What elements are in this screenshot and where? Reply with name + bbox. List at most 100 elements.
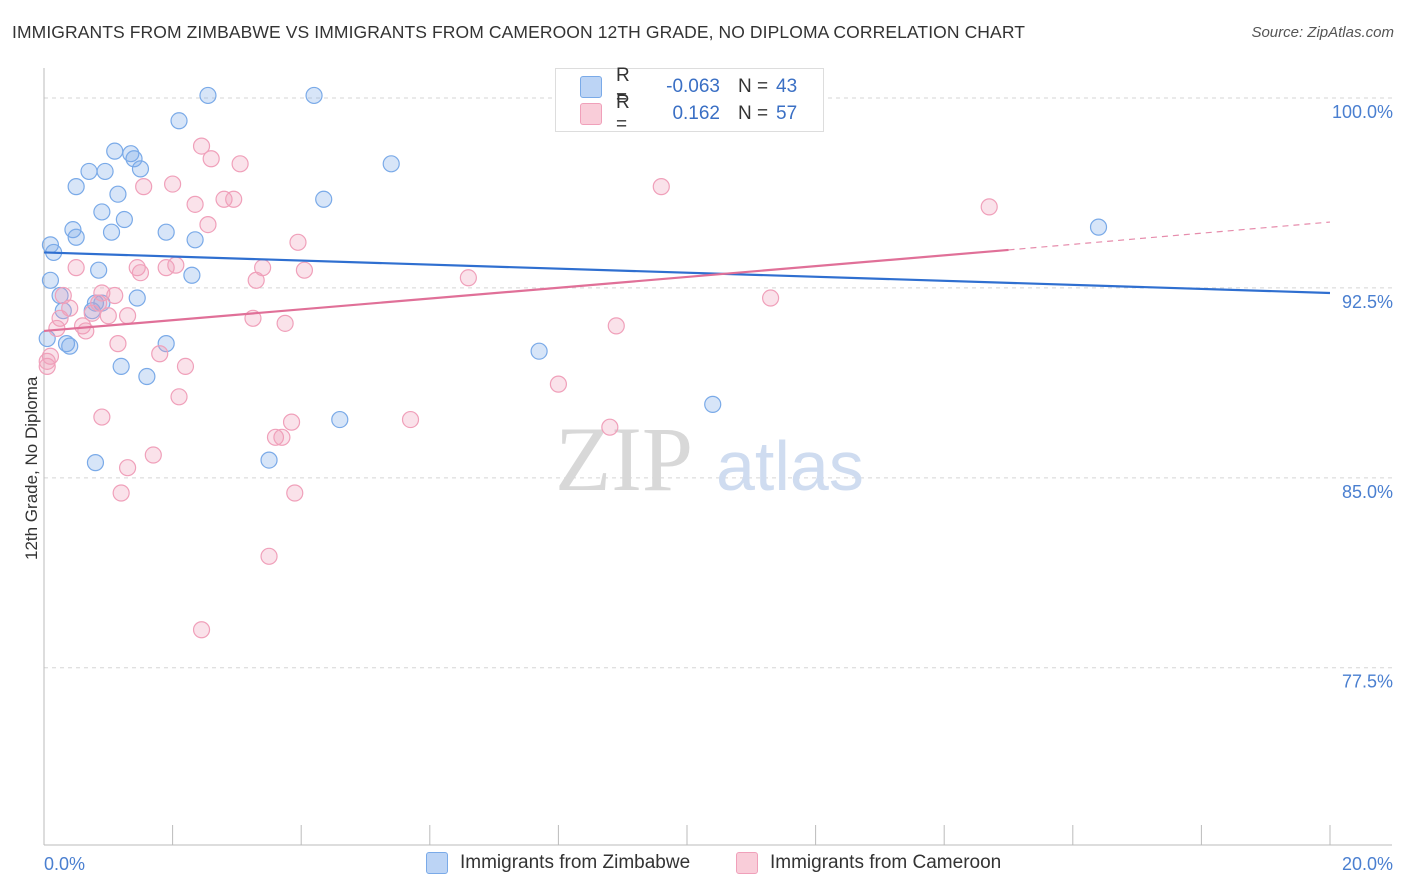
trend-lines (43, 221, 1331, 333)
zimbabwe-point (183, 266, 201, 284)
zimbabwe-swatch (580, 76, 602, 98)
y-axis-label: 12th Grade, No Diploma (22, 376, 41, 560)
cameroon-point (289, 233, 307, 251)
series-legend: Immigrants from Zimbabwe Immigrants from… (0, 852, 1406, 878)
y-tick-label: 77.5% (1342, 672, 1393, 692)
cameroon-point (273, 428, 291, 446)
watermark: ZIP atlas (555, 408, 864, 510)
zimbabwe-point (57, 335, 76, 353)
zimbabwe-point (382, 155, 400, 173)
cameroon-point (118, 307, 137, 325)
chart-title: IMMIGRANTS FROM ZIMBABWE VS IMMIGRANTS F… (12, 22, 1026, 42)
cameroon-point (276, 314, 294, 332)
legend-label-cameroon: Immigrants from Cameroon (770, 852, 1002, 873)
zimbabwe-point (199, 86, 217, 105)
zimbabwe-point (157, 335, 175, 353)
cameroon-point (202, 150, 220, 168)
legend-r-value-zimbabwe: -0.063 (666, 76, 720, 97)
x-tick-label: 0.0% (44, 854, 85, 874)
cameroon-point (199, 215, 217, 234)
cameroon-point (192, 137, 211, 155)
zimbabwe-point (96, 162, 114, 181)
cameroon-point (38, 357, 56, 376)
legend-n-label: N = (738, 103, 769, 124)
cameroon-point (128, 259, 146, 277)
cameroon-point (61, 299, 79, 317)
zimbabwe-point (331, 410, 349, 429)
zimbabwe-point (305, 86, 323, 105)
zimbabwe-point (128, 289, 146, 307)
legend-r-label: R = (616, 65, 630, 108)
cameroon-swatch (580, 103, 602, 125)
watermark-zip: ZIP (555, 408, 693, 510)
legend-n-value-zimbabwe: 43 (776, 76, 798, 97)
legend-n-label: N = (738, 76, 769, 97)
cameroon-swatch (736, 852, 758, 874)
cameroon-point (118, 459, 137, 477)
cameroon-point (90, 294, 108, 312)
cameroon-point (164, 175, 182, 193)
cameroon-point (286, 484, 304, 502)
zimbabwe-point (170, 112, 188, 130)
cameroon-point (980, 198, 998, 216)
zimbabwe-point (106, 142, 124, 160)
zimbabwe-point (86, 454, 105, 472)
zimbabwe-point (131, 160, 150, 178)
legend-item-zimbabwe[interactable]: Immigrants from Zimbabwe (426, 852, 690, 874)
x-tick-label: 20.0% (1342, 854, 1393, 874)
watermark-atlas: atlas (716, 427, 864, 505)
cameroon-point (144, 446, 162, 464)
zimbabwe-point (315, 190, 333, 208)
y-tick-label: 85.0% (1342, 482, 1393, 502)
cameroon-point (601, 418, 619, 436)
source-credit: Source: ZipAtlas.com (1251, 24, 1394, 41)
zimbabwe-point (260, 451, 278, 469)
cameroon-trend-line (43, 248, 1009, 333)
stats-legend: R = -0.063 N = 43 R = 0.162 N = 57 (555, 65, 824, 135)
zimbabwe-point (93, 203, 111, 221)
cameroon-point (282, 413, 301, 431)
cameroon-point (254, 259, 272, 277)
zimbabwe-point (67, 178, 85, 196)
zimbabwe-point (90, 261, 108, 279)
cameroon-point (176, 357, 195, 376)
zimbabwe-point (109, 185, 127, 203)
legend-row-zimbabwe: R = -0.063 N = 43 (580, 65, 798, 108)
cameroon-point (93, 408, 111, 426)
cameroon-point (67, 259, 85, 277)
cameroon-point (549, 375, 568, 393)
cameroon-point (459, 269, 477, 287)
zimbabwe-point (530, 342, 548, 360)
zimbabwe-point (61, 337, 79, 355)
zimbabwe-point (112, 357, 130, 376)
cameroon-point (401, 410, 420, 429)
zimbabwe-point (138, 367, 156, 386)
cameroon-point (167, 256, 185, 274)
cameroon-point (38, 352, 56, 370)
zimbabwe-point (102, 223, 121, 241)
zimbabwe-swatch (426, 852, 448, 874)
cameroon-point (99, 307, 117, 325)
legend-n-value-cameroon: 57 (776, 103, 798, 124)
gridlines (44, 97, 1392, 669)
cameroon-point (109, 335, 127, 353)
cameroon-point (157, 259, 175, 277)
tick-labels: 77.5% 85.0% 92.5% 100.0% 0.0% 20.0% (44, 102, 1393, 874)
legend-r-value-cameroon: 0.162 (672, 103, 720, 124)
cameroon-point (41, 347, 60, 365)
cameroon-point (73, 317, 92, 335)
zimbabwe-point (80, 162, 98, 181)
cameroon-point (93, 284, 111, 302)
cameroon-point (112, 484, 130, 502)
legend-row-cameroon: R = 0.162 N = 57 (580, 92, 798, 135)
cameroon-point (225, 190, 243, 208)
cameroon-point (231, 155, 249, 173)
zimbabwe-point (67, 228, 85, 246)
cameroon-trend-extension (1008, 221, 1331, 251)
legend-r-label: R = (616, 92, 630, 135)
zimbabwe-point (125, 150, 143, 168)
cameroon-point (106, 286, 124, 305)
cameroon-point (652, 178, 670, 196)
legend-item-cameroon[interactable]: Immigrants from Cameroon (736, 852, 1001, 874)
